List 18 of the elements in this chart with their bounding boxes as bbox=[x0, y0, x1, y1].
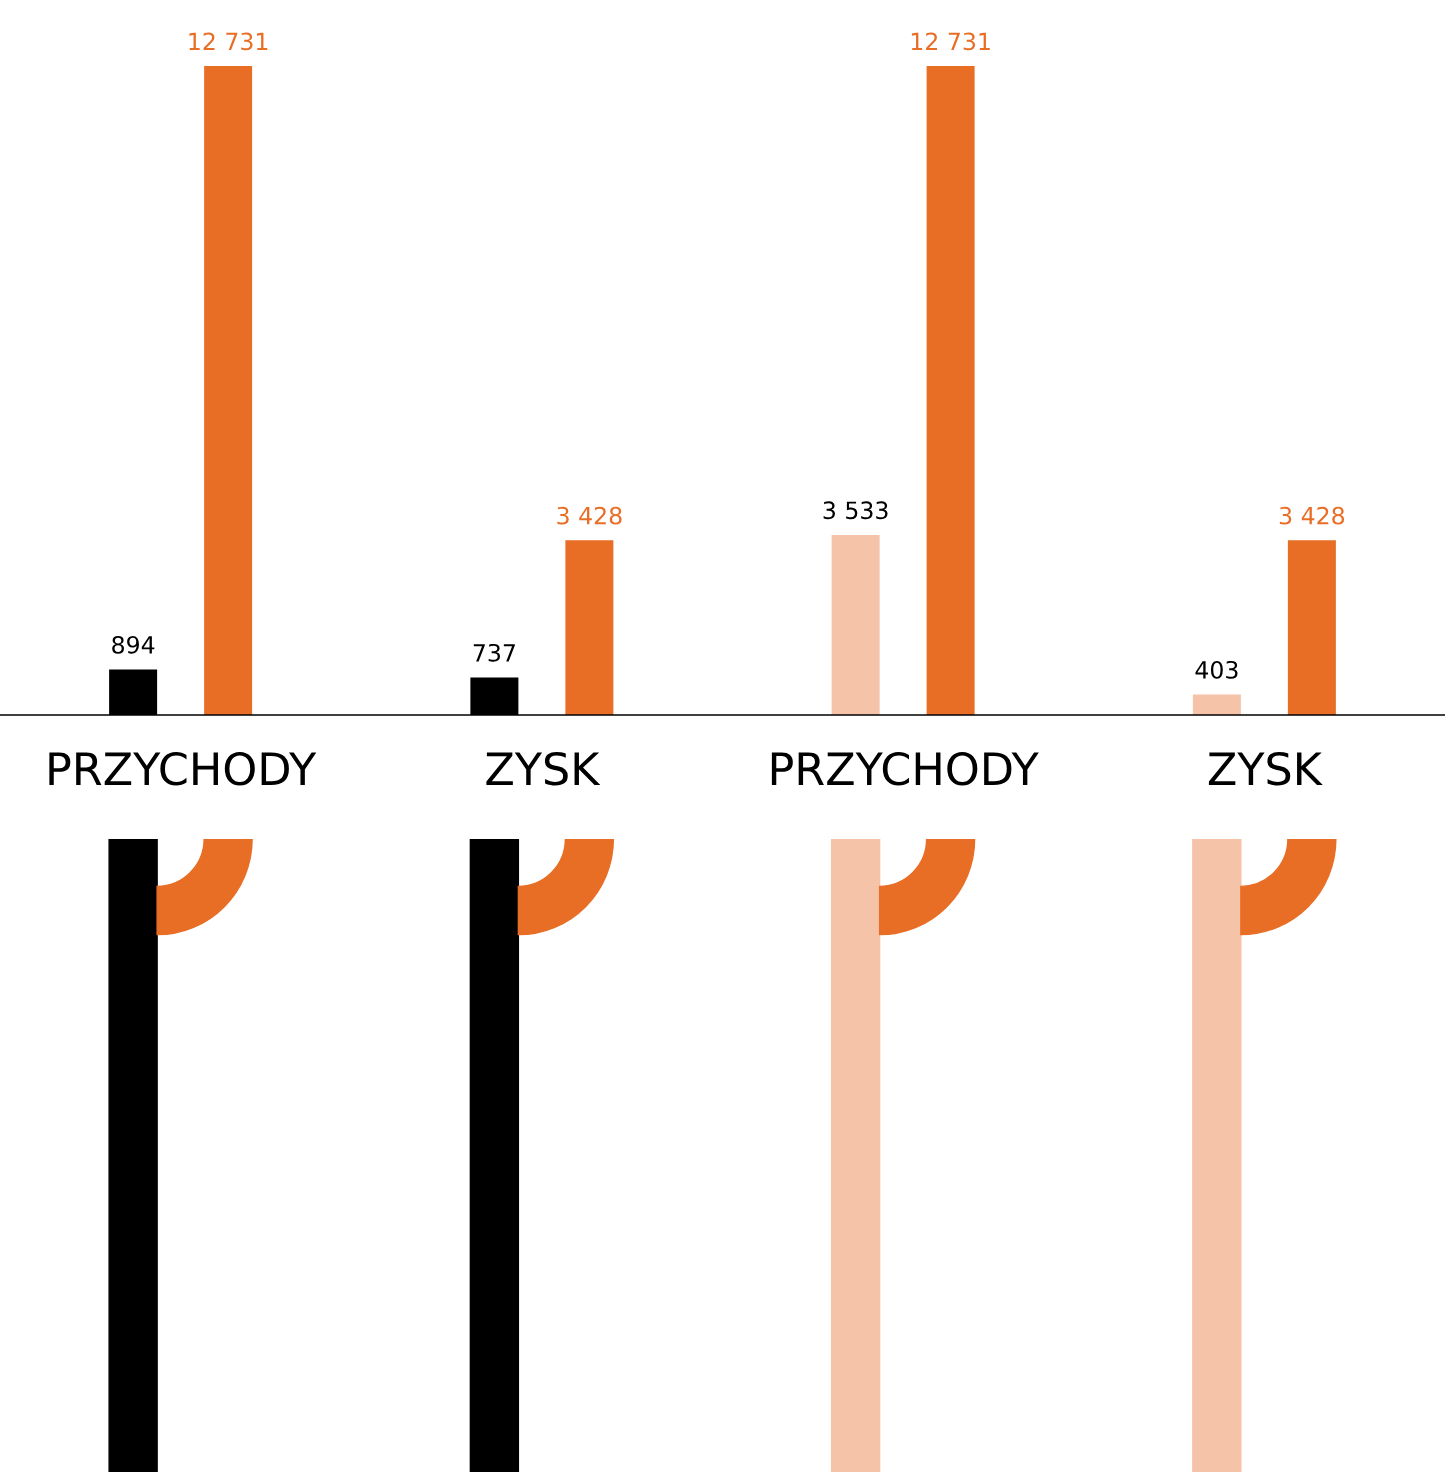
x-tick-label: PRZYCHODY bbox=[49, 751, 317, 786]
data-label: 12 731 bbox=[189, 32, 268, 51]
x-tick-label: PRZYCHODY bbox=[771, 751, 1039, 786]
x-tick-label: ZYSK bbox=[1208, 751, 1323, 786]
bar bbox=[565, 540, 614, 715]
data-label: 12 731 bbox=[911, 32, 990, 51]
x-tick-label: ZYSK bbox=[486, 751, 601, 786]
data-label: 3 533 bbox=[823, 501, 888, 520]
data-label: 894 bbox=[112, 635, 155, 654]
bar bbox=[1287, 540, 1336, 715]
data-label: 737 bbox=[473, 643, 515, 662]
data-label: 403 bbox=[1195, 660, 1238, 679]
bar bbox=[1192, 694, 1241, 715]
bar bbox=[831, 534, 880, 715]
bar bbox=[926, 66, 975, 715]
bar bbox=[204, 66, 253, 715]
data-label: 3 428 bbox=[1279, 506, 1345, 525]
data-label: 3 428 bbox=[557, 506, 622, 525]
